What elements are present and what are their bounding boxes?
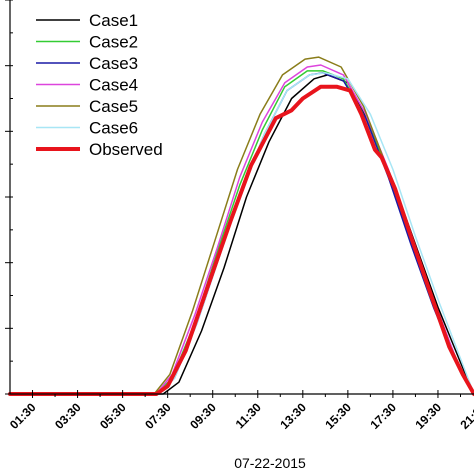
series-line-case1 <box>9 74 474 395</box>
legend-label-case6: Case6 <box>89 119 138 138</box>
series-line-case2 <box>9 70 474 395</box>
x-tick-label: 17:30 <box>367 400 399 432</box>
legend-label-observed: Observed <box>89 140 163 159</box>
legend-label-case1: Case1 <box>89 11 138 30</box>
series-line-case4 <box>9 64 474 395</box>
series-line-observed <box>8 84 474 396</box>
x-tick-label: 15:30 <box>322 400 354 432</box>
legend-label-case4: Case4 <box>89 76 138 95</box>
x-tick-label: 19:30 <box>412 400 444 432</box>
x-tick-label: 11:30 <box>233 400 264 431</box>
series-line-case3 <box>9 72 474 395</box>
plot-lines <box>8 56 474 396</box>
x-tick-label: 03:30 <box>52 400 84 432</box>
x-tick-label: 21:30 <box>458 400 474 432</box>
legend-label-case5: Case5 <box>89 97 138 116</box>
x-tick-label: 09:30 <box>187 400 219 432</box>
x-tick-label: 05:30 <box>97 400 129 432</box>
legend-label-case2: Case2 <box>89 33 138 52</box>
x-tick-label: 13:30 <box>277 400 309 432</box>
x-axis-title: 07-22-2015 <box>234 455 306 471</box>
legend: Case1 Case2 Case3 Case4 Case5 Case6 Observed <box>36 11 163 159</box>
legend-label-case3: Case3 <box>89 54 138 73</box>
series-line-case6 <box>9 72 474 395</box>
x-tick-label: 07:30 <box>142 400 174 432</box>
x-tick-label: 01:30 <box>7 400 39 432</box>
